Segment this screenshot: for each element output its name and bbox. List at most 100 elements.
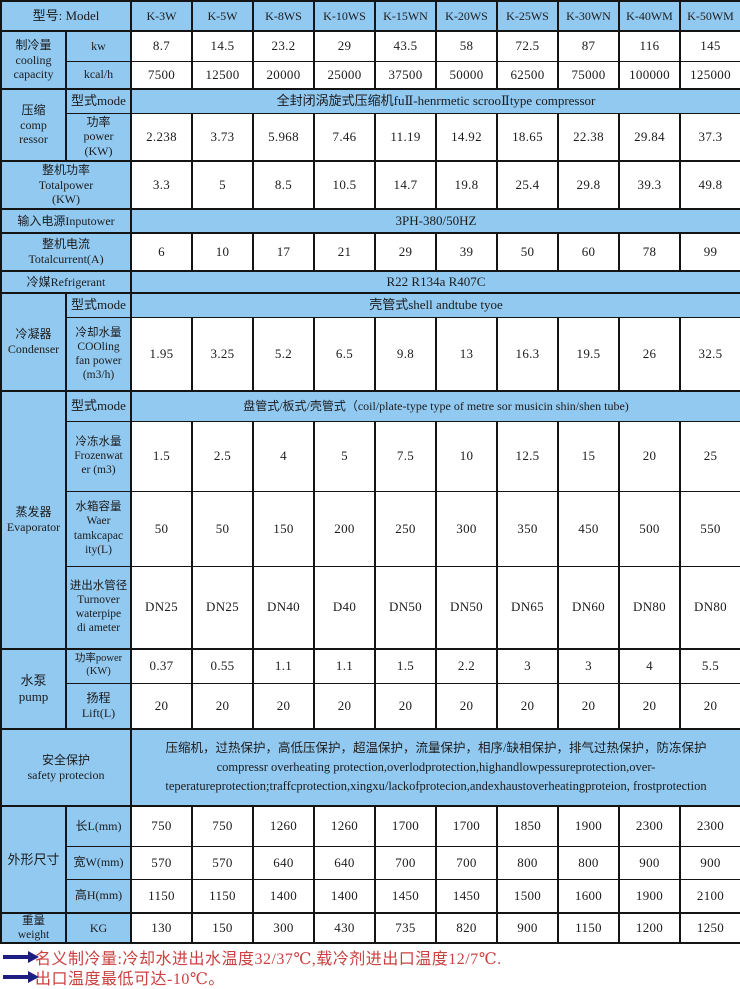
label-kg: KG <box>65 911 132 944</box>
height-value: 1400 <box>252 878 315 914</box>
weight-value: 1200 <box>618 911 681 944</box>
frozen-water-value: 15 <box>557 420 620 492</box>
cooling-water-value: 1.95 <box>130 316 193 392</box>
group-condenser: 冷凝器 Condenser <box>0 292 67 392</box>
model-name: K-50WM <box>679 0 740 32</box>
pipe-diameter-value: DN50 <box>435 565 498 650</box>
label-refrigerant: 冷媒Refrigerant <box>0 270 132 294</box>
cooling-kw-value: 14.5 <box>191 30 254 62</box>
label-tank-capacity: 水箱容量 Waer tamkcapac ity(L) <box>65 490 132 567</box>
table-row-weight: 重量 weight KG 130 150 300 430 735 820 900 1150 1200… <box>0 911 740 944</box>
width-value: 700 <box>374 845 437 880</box>
label-cooling-water: 冷却水量 COOling fan power (m3/h) <box>65 316 132 392</box>
table-row-cooling-kw: 制冷量 cooling capacity kw 8.7 14.5 23.2 29 43.5 5… <box>0 30 740 90</box>
table-row-input-power: 输入电源Inputower 3PH-380/50HZ <box>0 208 740 234</box>
cooling-water-value: 5.2 <box>252 316 315 392</box>
cooling-water-value: 16.3 <box>496 316 559 392</box>
right-arrow-icon <box>3 955 28 960</box>
frozen-water-value: 4 <box>252 420 315 492</box>
width-value: 900 <box>618 845 681 880</box>
total-power-value: 29.8 <box>557 160 620 210</box>
tank-capacity-value: 50 <box>130 490 193 567</box>
cooling-water-value: 3.25 <box>191 316 254 392</box>
table-row-pipe-diameter: 进出水管径 Turnover waterpipe di ameter DN25 DN… <box>1 565 740 650</box>
tank-capacity-value: 500 <box>618 490 681 567</box>
notes-list: 名义制冷量:冷却水进出水温度32/37℃,载冷剂进出口温度12/7℃. 出口温度最… <box>0 947 740 989</box>
label-type-mode: 型式mode <box>65 88 132 114</box>
total-power-value: 39.3 <box>618 160 681 210</box>
label-safety-protection: 安全保护 safety protecion <box>0 728 132 807</box>
pump-lift-value: 20 <box>191 682 254 730</box>
pump-lift-value: 20 <box>252 682 315 730</box>
pump-power-value: 4 <box>618 648 681 684</box>
length-value: 1700 <box>374 805 437 847</box>
note-item-1: 名义制冷量:冷却水进出水温度32/37℃,载冷剂进出口温度12/7℃. <box>2 947 740 969</box>
table-row-total-current: 整机电流 Totalcurrent(A) 6 10 17 21 29 39 50 60 78 99 <box>0 232 740 272</box>
total-power-value: 14.7 <box>374 160 437 210</box>
total-current-value: 60 <box>557 232 620 272</box>
note-text: 出口温度最低可达-10℃。 <box>35 971 225 989</box>
total-current-value: 10 <box>191 232 254 272</box>
cooling-water-value: 32.5 <box>679 316 740 392</box>
table-row-refrigerant: 冷媒Refrigerant R22 R134a R407C <box>0 270 740 294</box>
compressor-power-value: 5.968 <box>252 112 315 162</box>
cooling-water-value: 19.5 <box>557 316 620 392</box>
table-row-dim-length: 外形尺寸 长L(mm) 750 750 1260 1260 1700 1700 1850 1900… <box>0 805 740 914</box>
pump-lift-value: 20 <box>374 682 437 730</box>
frozen-water-value: 7.5 <box>374 420 437 492</box>
pump-lift-value: 20 <box>435 682 498 730</box>
compressor-type-value: 全封闭涡旋式压缩机fuⅡ-henrmetic scrooⅡtype compre… <box>130 88 740 114</box>
label-kcal-h: kcal/h <box>65 60 132 90</box>
table-row-pump-power: 水泵 pump 功率power (KW) 0.37 0.55 1.1 1.1 1.5 2.2 3… <box>0 648 740 730</box>
compressor-power-value: 14.92 <box>435 112 498 162</box>
length-value: 1850 <box>496 805 559 847</box>
height-value: 1500 <box>496 878 559 914</box>
label-compressor-power: 功率 power (KW) <box>65 112 132 162</box>
pump-power-value: 1.5 <box>374 648 437 684</box>
pipe-diameter-value: DN50 <box>374 565 437 650</box>
total-power-value: 49.8 <box>679 160 740 210</box>
pipe-diameter-value: DN40 <box>252 565 315 650</box>
pipe-diameter-value: DN25 <box>191 565 254 650</box>
note-text: 名义制冷量:冷却水进出水温度32/37℃,载冷剂进出口温度12/7℃. <box>35 951 502 969</box>
total-power-value: 25.4 <box>496 160 559 210</box>
table-row-compressor-power: 功率 power (KW) 2.238 3.73 5.968 7.46 11.19 14.9… <box>1 112 740 162</box>
frozen-water-value: 10 <box>435 420 498 492</box>
height-value: 1150 <box>130 878 193 914</box>
weight-value: 1250 <box>679 911 740 944</box>
input-power-value: 3PH-380/50HZ <box>130 208 740 234</box>
cooling-water-value: 26 <box>618 316 681 392</box>
table-row-frozen-water: 冷冻水量 Frozenwat er (m3) 1.5 2.5 4 5 7.5 10 12.5 1… <box>1 420 740 492</box>
height-value: 1450 <box>435 878 498 914</box>
tank-capacity-value: 250 <box>374 490 437 567</box>
total-power-value: 10.5 <box>313 160 376 210</box>
table-row-safety: 安全保护 safety protecion 压缩机，过热保护，高低压保护，超温保护… <box>0 728 740 807</box>
cooling-kw-value: 29 <box>313 30 376 62</box>
width-value: 900 <box>679 845 740 880</box>
frozen-water-value: 1.5 <box>130 420 193 492</box>
cooling-kcal-value: 100000 <box>618 60 681 90</box>
pipe-diameter-value: DN65 <box>496 565 559 650</box>
cooling-kw-value: 58 <box>435 30 498 62</box>
refrigerant-value: R22 R134a R407C <box>130 270 740 294</box>
total-power-value: 8.5 <box>252 160 315 210</box>
pump-lift-value: 20 <box>496 682 559 730</box>
tank-capacity-value: 350 <box>496 490 559 567</box>
cooling-kw-value: 145 <box>679 30 740 62</box>
width-value: 800 <box>496 845 559 880</box>
pump-power-value: 2.2 <box>435 648 498 684</box>
total-power-value: 5 <box>191 160 254 210</box>
label-pipe-diameter: 进出水管径 Turnover waterpipe di ameter <box>65 565 132 650</box>
table-row-pump-lift: 扬程 Lift(L) 20 20 20 20 20 20 20 20 20 20 <box>1 682 740 730</box>
model-name: K-5W <box>191 0 254 32</box>
cooling-water-value: 9.8 <box>374 316 437 392</box>
weight-value: 130 <box>130 911 193 944</box>
label-input-power: 输入电源Inputower <box>0 208 132 234</box>
frozen-water-value: 25 <box>679 420 740 492</box>
cooling-kcal-value: 75000 <box>557 60 620 90</box>
total-current-value: 21 <box>313 232 376 272</box>
pump-power-value: 1.1 <box>313 648 376 684</box>
group-cooling-capacity: 制冷量 cooling capacity <box>0 30 67 90</box>
label-width: 宽W(mm) <box>65 845 132 880</box>
table-row-compressor-type: 压缩 comp ressor 型式mode 全封闭涡旋式压缩机fuⅡ-henrmet… <box>0 88 740 162</box>
